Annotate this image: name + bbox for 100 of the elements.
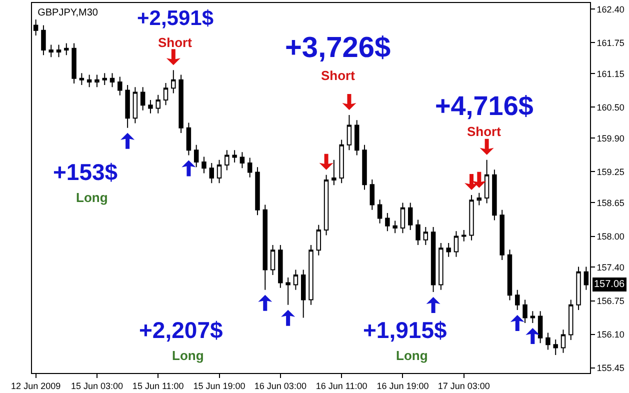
candlestick bbox=[446, 242, 451, 258]
candlestick bbox=[316, 224, 322, 256]
candlestick bbox=[385, 212, 390, 232]
candlestick bbox=[64, 42, 69, 56]
candlestick bbox=[86, 74, 92, 88]
candlestick bbox=[232, 150, 237, 163]
y-tick-label: 158.00 bbox=[596, 231, 624, 242]
candlestick bbox=[156, 94, 160, 114]
candlestick bbox=[163, 82, 168, 106]
candlestick bbox=[110, 72, 115, 88]
x-tick-label: 16 Jun 03:00 bbox=[254, 380, 306, 391]
annotation: Long bbox=[76, 190, 108, 205]
candlestick bbox=[362, 144, 367, 190]
candlestick bbox=[515, 289, 520, 311]
candlestick bbox=[484, 159, 490, 204]
x-tick-label: 12 Jun 2009 bbox=[11, 380, 61, 391]
y-tick-label: 158.65 bbox=[596, 198, 624, 208]
candlestick bbox=[79, 72, 84, 86]
annotation: +2,207$ bbox=[139, 317, 223, 343]
x-tick-label: 15 Jun 11:00 bbox=[132, 380, 184, 391]
candlestick bbox=[530, 310, 536, 324]
y-tick-label: 162.40 bbox=[596, 4, 624, 14]
candlestick bbox=[72, 42, 76, 84]
x-tick-label: 16 Jun 19:00 bbox=[376, 380, 429, 391]
candlestick bbox=[354, 120, 360, 156]
annotation: Short bbox=[321, 68, 356, 83]
candlestick bbox=[300, 269, 306, 318]
x-tick-label: 15 Jun 19:00 bbox=[193, 380, 246, 391]
annotation: Short bbox=[158, 35, 193, 50]
candlestick bbox=[346, 114, 352, 151]
annotation: +3,726$ bbox=[285, 32, 391, 64]
x-tick-label: 16 Jun 11:00 bbox=[316, 380, 368, 391]
annotation: 157.06 bbox=[594, 279, 626, 290]
chart-title: GBPJPY,M30 bbox=[38, 8, 98, 18]
candlestick bbox=[118, 76, 122, 96]
y-tick-label: 160.50 bbox=[596, 102, 624, 112]
candlestick bbox=[102, 72, 107, 86]
candlestick bbox=[286, 277, 290, 306]
candlestick bbox=[324, 174, 329, 236]
candlestick bbox=[56, 44, 62, 58]
candlestick bbox=[262, 204, 268, 290]
candlestick bbox=[454, 230, 459, 258]
candlestick bbox=[293, 269, 298, 290]
candlestick bbox=[576, 266, 581, 311]
y-tick-label: 161.15 bbox=[596, 68, 624, 79]
candlestick bbox=[416, 219, 420, 246]
candlestick bbox=[400, 202, 406, 234]
candlestick bbox=[240, 152, 245, 169]
candlestick bbox=[186, 122, 192, 156]
candlestick bbox=[171, 70, 176, 94]
annotation: Long bbox=[172, 348, 204, 363]
candlestick bbox=[553, 338, 558, 356]
candlestick bbox=[308, 244, 314, 306]
candlestick bbox=[140, 86, 146, 111]
annotation: Long bbox=[396, 348, 428, 363]
y-tick-label: 155.45 bbox=[596, 362, 624, 373]
candlestick bbox=[125, 84, 130, 128]
y-tick-label: 156.75 bbox=[596, 296, 624, 306]
candlestick bbox=[132, 86, 138, 124]
candlestick bbox=[216, 159, 222, 184]
candlestick bbox=[430, 226, 436, 292]
candlestick bbox=[522, 299, 528, 324]
y-tick-label: 161.75 bbox=[596, 38, 624, 48]
candlestick bbox=[194, 144, 199, 168]
candlestick bbox=[500, 209, 504, 260]
x-tick-label: 15 Jun 03:00 bbox=[70, 380, 123, 391]
candlestick bbox=[476, 192, 482, 206]
annotation: +2,591$ bbox=[137, 7, 214, 30]
x-tick-label: 17 Jun 03:00 bbox=[438, 380, 490, 391]
candlestick bbox=[270, 244, 276, 276]
candlestick bbox=[492, 169, 497, 221]
candlestick bbox=[423, 226, 428, 246]
candlestick bbox=[148, 100, 153, 114]
candlestick bbox=[278, 244, 283, 288]
candlestick bbox=[94, 74, 100, 88]
candlestick bbox=[224, 150, 230, 171]
candlestick bbox=[438, 242, 444, 290]
annotation: +1,915$ bbox=[363, 317, 447, 343]
candlestick bbox=[560, 329, 566, 354]
candlestick bbox=[202, 156, 206, 174]
candlestick bbox=[507, 249, 512, 301]
candlestick bbox=[377, 199, 382, 224]
candlestick bbox=[41, 24, 46, 56]
candlestick bbox=[247, 157, 252, 178]
candlestick bbox=[462, 230, 466, 242]
candlestick bbox=[339, 139, 344, 184]
y-tick-label: 159.90 bbox=[596, 133, 624, 144]
candlestick bbox=[370, 178, 375, 210]
candlestick bbox=[48, 44, 54, 58]
y-tick-label: 156.10 bbox=[596, 329, 624, 340]
candlestick bbox=[469, 194, 474, 241]
candlestick bbox=[332, 159, 336, 186]
candlestick bbox=[538, 310, 543, 344]
candlestick bbox=[209, 162, 214, 184]
y-tick-label: 159.25 bbox=[596, 166, 624, 177]
annotation: +153$ bbox=[53, 159, 118, 185]
y-tick-label: 157.40 bbox=[596, 262, 624, 272]
candlestick bbox=[255, 166, 260, 216]
candlestick bbox=[568, 299, 574, 340]
candlestick bbox=[392, 220, 398, 234]
